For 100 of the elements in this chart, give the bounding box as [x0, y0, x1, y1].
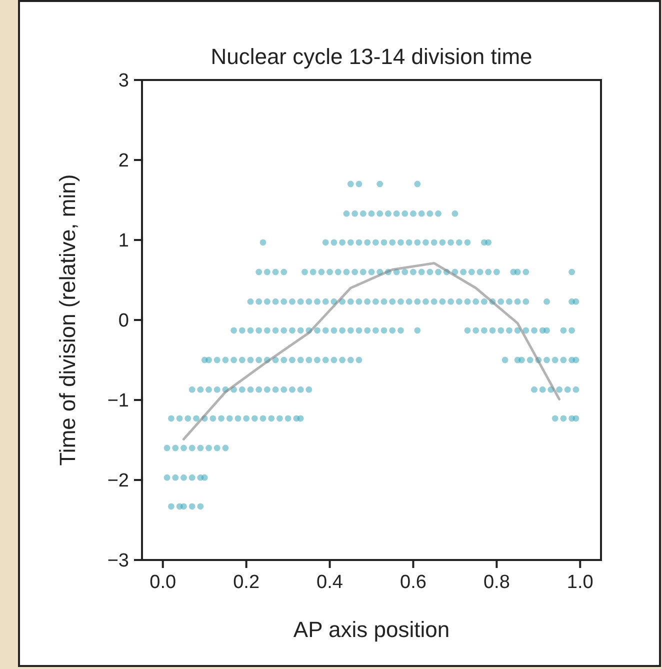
point: [276, 415, 283, 422]
point: [268, 415, 275, 422]
point: [289, 386, 296, 393]
point: [372, 327, 379, 334]
y-tick-label: −1: [107, 390, 129, 412]
point: [418, 268, 425, 276]
point: [360, 268, 366, 276]
point: [314, 298, 320, 305]
point: [376, 180, 384, 188]
point: [330, 356, 338, 364]
point: [218, 415, 224, 422]
point: [522, 327, 530, 334]
point: [280, 298, 288, 305]
point: [439, 239, 446, 246]
point: [247, 386, 254, 393]
point: [230, 327, 237, 334]
point: [560, 327, 567, 334]
point: [418, 210, 425, 217]
point: [197, 444, 204, 452]
point: [260, 239, 266, 246]
y-axis-title: Time of division (relative, min): [55, 174, 80, 466]
point: [372, 298, 379, 305]
point: [297, 327, 304, 334]
point: [406, 239, 412, 246]
point: [506, 327, 512, 334]
y-tick-label: −3: [107, 550, 129, 572]
point: [176, 415, 183, 422]
point: [364, 239, 371, 246]
point: [568, 327, 575, 334]
point: [384, 210, 392, 217]
point: [372, 239, 379, 246]
point: [164, 474, 170, 481]
point: [368, 210, 375, 217]
point: [214, 356, 220, 364]
x-tick-label: 0.8: [483, 572, 510, 593]
point: [472, 327, 480, 334]
x-tick-label: 0.6: [400, 572, 426, 593]
point: [452, 210, 458, 217]
point: [322, 327, 329, 334]
point: [193, 415, 200, 422]
point: [422, 298, 429, 305]
point: [201, 474, 208, 481]
point: [552, 415, 558, 422]
point: [347, 298, 354, 305]
point: [256, 356, 262, 364]
point: [464, 327, 471, 334]
point: [206, 356, 212, 364]
point: [544, 356, 550, 364]
point: [539, 386, 546, 393]
y-tick-label: 3: [118, 70, 129, 92]
point: [460, 268, 466, 276]
point: [256, 268, 262, 276]
point: [251, 415, 258, 422]
point: [238, 386, 246, 393]
point: [422, 239, 429, 246]
point: [247, 356, 254, 364]
point: [430, 239, 438, 246]
x-tick-label: 1.0: [566, 572, 594, 593]
point: [318, 268, 325, 276]
point: [206, 386, 212, 393]
point: [356, 356, 362, 364]
y-tick-label: 0: [118, 310, 129, 332]
point: [243, 415, 250, 422]
point: [297, 415, 304, 422]
point: [414, 180, 421, 188]
point: [402, 210, 408, 217]
point: [214, 444, 220, 452]
point: [302, 268, 308, 276]
chart-title: Nuclear cycle 13-14 division time: [210, 44, 532, 69]
point: [380, 239, 388, 246]
x-tick-label: 0.0: [150, 572, 176, 593]
point: [414, 298, 421, 305]
point: [339, 239, 346, 246]
point: [322, 239, 329, 246]
point: [234, 415, 242, 422]
point: [172, 444, 179, 452]
point: [330, 239, 338, 246]
point: [222, 356, 229, 364]
point: [280, 268, 288, 276]
point: [389, 239, 396, 246]
point: [272, 298, 279, 305]
point: [326, 268, 333, 276]
point: [272, 386, 279, 393]
point: [426, 268, 434, 276]
point: [322, 298, 329, 305]
point: [264, 386, 270, 393]
point: [180, 503, 187, 510]
point: [314, 356, 320, 364]
point: [402, 268, 408, 276]
point: [238, 356, 246, 364]
point: [347, 356, 354, 364]
point: [518, 356, 525, 364]
point: [343, 268, 350, 276]
point: [572, 298, 580, 305]
point: [197, 386, 204, 393]
point: [389, 298, 396, 305]
point: [306, 356, 312, 364]
point: [476, 268, 484, 276]
point: [522, 268, 530, 276]
point: [472, 298, 480, 305]
